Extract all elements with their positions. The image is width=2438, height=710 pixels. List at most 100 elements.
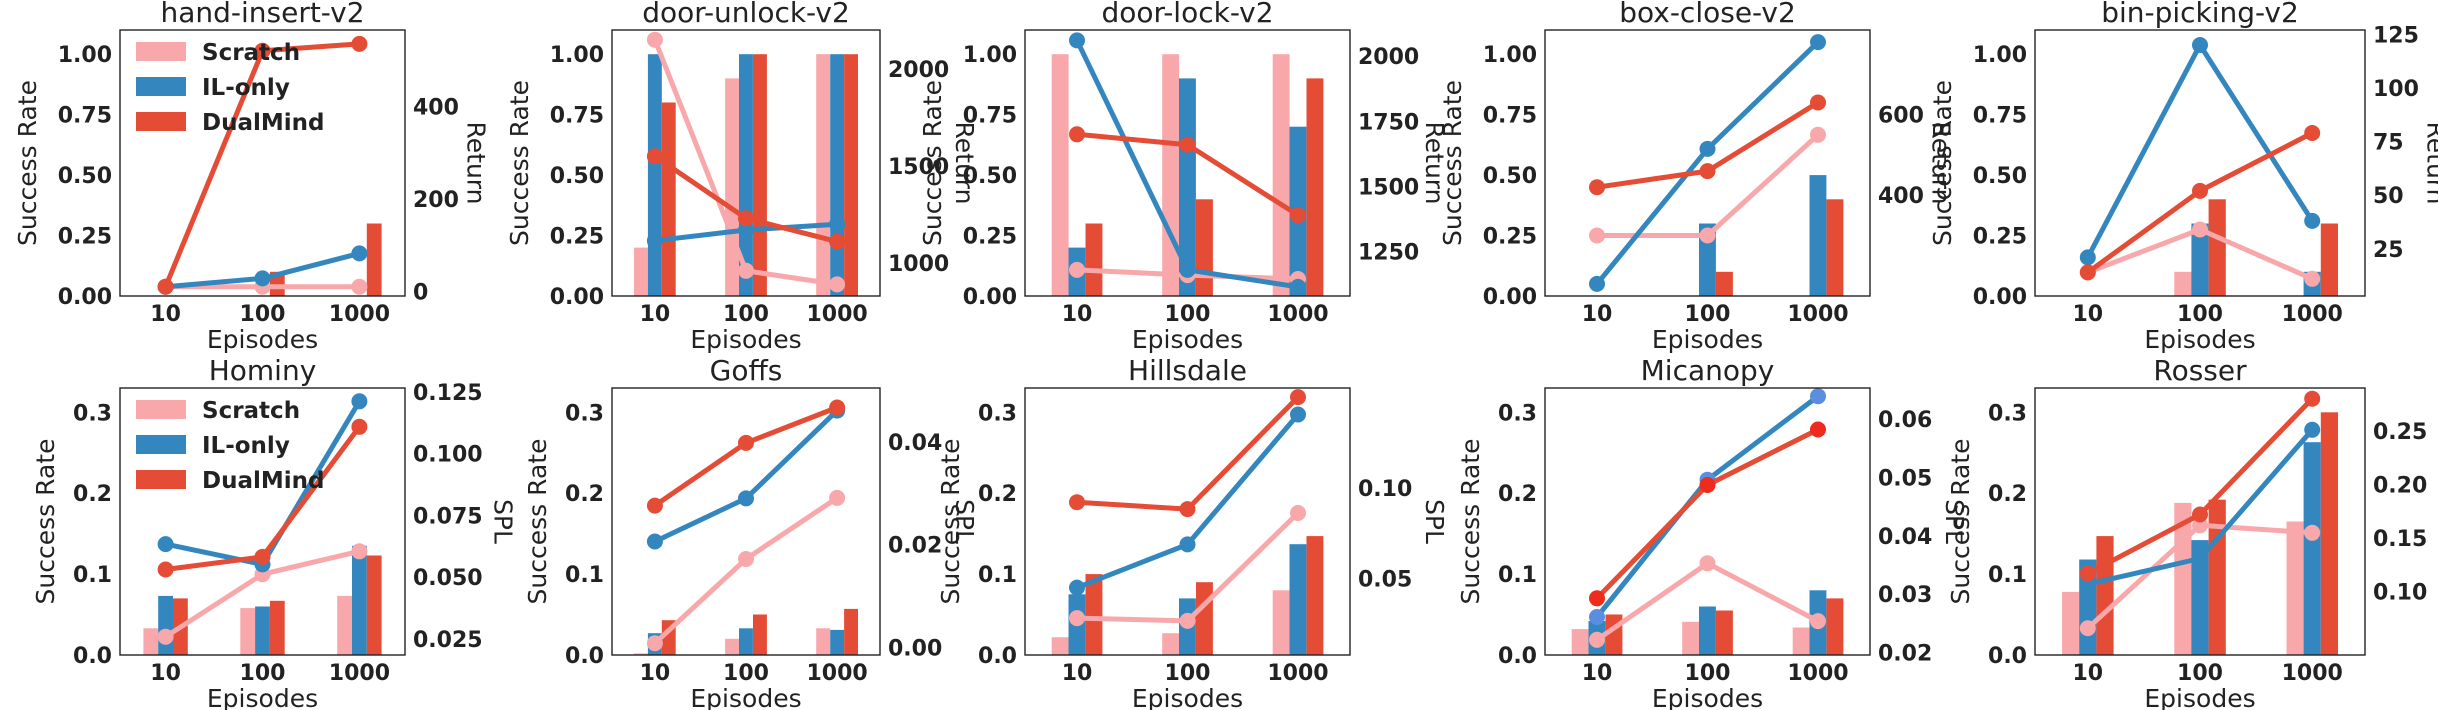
y2-tick-label: 0.03 [1878,583,1932,608]
point-scratch [646,31,663,48]
point-dualmind [738,434,754,451]
x-tick-label: 100 [2177,661,2223,686]
bar-scratch [1162,633,1180,655]
y2-axis-label: SPL [489,499,518,544]
y2-tick-label: 0.075 [413,504,483,529]
point-dualmind [351,35,368,52]
x-axis-label: Episodes [207,684,318,710]
y2-tick-label: 0.02 [1878,642,1932,667]
x-tick-label: 1000 [1787,302,1848,327]
bar-dualmind [1306,536,1324,655]
bar-dualmind [2320,223,2338,296]
bar-dualmind [269,600,285,655]
y2-tick-label: 0.00 [888,636,942,661]
x-tick-label: 10 [150,661,181,686]
y2-axis-label: Return [462,122,491,205]
point-scratch [829,276,846,293]
chart-title: door-unlock-v2 [642,0,850,29]
chart-title: box-close-v2 [1619,0,1796,29]
y-tick-label: 0.1 [978,563,1017,588]
bar-ilonly [2191,223,2209,296]
bar-scratch [1162,54,1180,297]
bar-dualmind [753,614,767,655]
y2-tick-label: 75 [2373,131,2404,156]
line-ilonly [652,408,840,544]
bar-scratch [1272,54,1290,297]
y-tick-label: 0.2 [1498,482,1537,507]
y2-axis-label: SPL [1940,499,1969,544]
point-ilonly [351,245,368,262]
chart-title: Hillsdale [1128,354,1247,387]
point-dualmind [2192,506,2208,523]
bar-scratch [725,638,739,655]
x-tick-label: 100 [1165,661,1211,686]
point-ilonly [1069,579,1085,596]
point-dualmind [2304,390,2321,407]
bar-ilonly [2191,540,2209,655]
point-dualmind [738,210,754,227]
point-dualmind [1589,590,1605,607]
bar-dualmind [2208,199,2226,296]
x-tick-label: 10 [2072,302,2103,327]
y-tick-label: 1.00 [550,43,604,68]
y-tick-label: 1.00 [963,43,1017,68]
y2-tick-label: 1750 [1358,110,1419,135]
bar-scratch [1682,621,1700,655]
y-tick-label: 0.2 [978,482,1017,507]
axes-frame [2034,387,2366,656]
point-scratch [351,543,368,560]
y-tick-label: 0.1 [565,563,604,588]
x-tick-label: 10 [640,302,671,327]
point-ilonly [1699,140,1716,157]
chart-title: bin-picking-v2 [2101,0,2299,29]
bar-ilonly [830,54,845,297]
point-scratch [157,628,174,645]
y-tick-label: 0.1 [1498,563,1537,588]
x-tick-label: 100 [240,661,286,686]
axes-frame [611,29,881,297]
axes-frame [1544,29,1871,297]
point-dualmind [254,548,271,565]
y-tick-label: 0.25 [550,225,604,250]
y2-axis-label: Return [950,122,979,205]
y2-axis-label: SPL [950,499,979,544]
y-tick-label: 0.1 [1988,563,2027,588]
x-axis-label: Episodes [1652,325,1763,354]
y-axis-label: Success Rate [1438,80,1467,246]
chart-title: door-lock-v2 [1101,0,1273,29]
point-ilonly [1589,609,1605,625]
bar-dualmind [1826,199,1844,296]
bar-dualmind [1306,78,1324,297]
point-scratch [1699,227,1716,244]
chart-panel-bin-picking-v2: bin-picking-v2 10 100 1000 Episodes 0.00 0.25 0… [1928,0,2438,354]
y2-tick-label: 0.04 [1878,525,1932,550]
y-tick-label: 0.0 [565,644,604,669]
bar-scratch [725,78,739,297]
point-ilonly [2192,550,2208,567]
point-scratch [351,278,368,295]
y2-tick-label: 400 [1878,184,1924,209]
point-dualmind [157,278,174,295]
bar-scratch [634,653,648,655]
point-ilonly [1810,388,1826,405]
y-tick-label: 0.75 [963,104,1017,129]
y2-tick-label: 0.25 [2373,420,2427,445]
legend-swatch-dualmind [136,112,186,131]
chart-title: Rosser [2153,354,2247,387]
point-dualmind [646,148,663,165]
bar-dualmind [844,608,858,655]
axes-frame [611,387,881,656]
bar-scratch [143,628,159,655]
legend-label-ilonly: IL-only [202,433,290,459]
y-tick-label: 0.50 [1483,164,1537,189]
bar-scratch [816,628,831,655]
x-tick-label: 100 [723,661,769,686]
legend-label-dualmind: DualMind [202,468,324,494]
x-axis-label: Episodes [1652,684,1763,710]
axes-frame [119,29,406,297]
y-axis-label: Success Rate [918,80,947,246]
point-dualmind [1069,126,1085,143]
x-axis-label: Episodes [690,684,801,710]
y2-tick-label: 2000 [888,58,949,83]
y2-tick-label: 1500 [888,155,949,180]
